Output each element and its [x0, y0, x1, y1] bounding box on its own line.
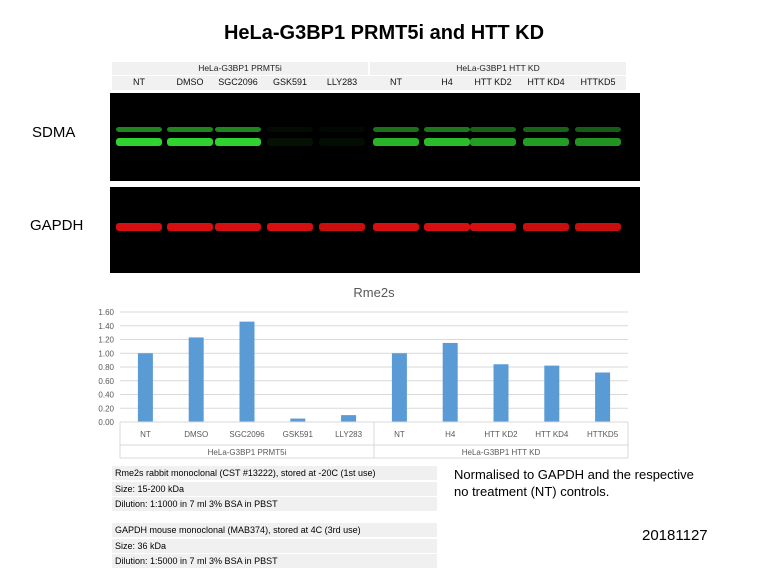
x-group-label: HeLa-G3BP1 PRMT5i [208, 448, 287, 457]
y-tick-label: 0.00 [98, 418, 114, 427]
y-tick-label: 1.40 [98, 322, 114, 331]
blot-band [167, 223, 213, 231]
bar [442, 342, 458, 422]
antibody1-dilution: Dilution: 1:1000 in 7 ml 3% BSA in PBST [112, 497, 437, 511]
antibody2-size: Size: 36 kDa [112, 539, 437, 553]
normalisation-note-line1: Normalised to GAPDH and the respective [454, 467, 694, 482]
y-tick-label: 0.40 [98, 391, 114, 400]
blot-band [215, 223, 261, 231]
sdma-blot [110, 93, 640, 181]
blot-band [470, 138, 516, 146]
blot-band [523, 138, 569, 146]
blot-band [167, 127, 213, 132]
antibody2-dilution: Dilution: 1:5000 in 7 ml 3% BSA in PBST [112, 554, 437, 568]
antibody1-size: Size: 15-200 kDa [112, 482, 437, 496]
x-tick-label: HTT KD2 [484, 430, 518, 439]
bar [391, 353, 407, 422]
lane-label-strip [112, 76, 626, 90]
lane-label: HTT KD2 [474, 77, 512, 87]
blot-band [116, 127, 162, 132]
bar [595, 372, 611, 422]
lane-label: DMSO [176, 77, 204, 87]
row-label-sdma: SDMA [32, 124, 76, 141]
x-tick-label: SGC2096 [229, 430, 265, 439]
x-tick-label: DMSO [184, 430, 208, 439]
x-group-label: HeLa-G3BP1 HTT KD [462, 448, 541, 457]
x-tick-label: NT [140, 430, 151, 439]
y-tick-label: 0.80 [98, 363, 114, 372]
chart-title: Rme2s [353, 285, 395, 300]
blot-band [523, 223, 569, 231]
x-tick-label: LLY283 [335, 430, 363, 439]
normalisation-note-line2: no treatment (NT) controls. [454, 484, 610, 499]
bar [290, 418, 306, 422]
slide-title: HeLa-G3BP1 PRMT5i and HTT KD [223, 22, 545, 44]
blot-band [424, 138, 470, 146]
lane-label: H4 [441, 77, 453, 87]
blot-group-label-httkd: HeLa-G3BP1 HTT KD [370, 62, 626, 75]
blot-band [116, 138, 162, 146]
blot-band [373, 127, 419, 132]
blot-band [116, 223, 162, 231]
normalisation-note: Normalised to GAPDH and the respective n… [454, 466, 694, 500]
bar [188, 337, 204, 422]
blot-band [470, 127, 516, 132]
blot-band [319, 223, 365, 231]
blot-band [575, 138, 621, 146]
blot-band [215, 127, 261, 132]
sdma-blot-image [116, 127, 621, 146]
lane-label: GSK591 [272, 77, 308, 87]
lane-label: HTTKD5 [580, 77, 616, 87]
blot-band [373, 138, 419, 146]
blot-band [267, 138, 313, 146]
x-tick-label: H4 [445, 430, 456, 439]
blot-band [319, 127, 365, 132]
blot-group-label-prmt5i: HeLa-G3BP1 PRMT5i [112, 62, 368, 75]
blot-band [167, 138, 213, 146]
lane-label: NT [133, 77, 145, 87]
x-tick-label: NT [394, 430, 405, 439]
antibody1-name: Rme2s rabbit monoclonal (CST #13222), st… [112, 466, 437, 480]
date-stamp: 20181127 [642, 527, 708, 544]
blot-band [373, 223, 419, 231]
y-tick-label: 1.20 [98, 336, 114, 345]
bar [493, 364, 509, 422]
blot-band [319, 138, 365, 146]
row-label-gapdh: GAPDH [30, 217, 84, 234]
blot-band [424, 223, 470, 231]
lane-label: SGC2096 [218, 77, 258, 87]
blot-band [523, 127, 569, 132]
blot-band [267, 127, 313, 132]
blot-band [424, 127, 470, 132]
bar [137, 353, 153, 422]
gapdh-blot-image [116, 223, 621, 231]
lane-label: LLY283 [326, 77, 358, 87]
blot-band [575, 223, 621, 231]
blot-band [267, 223, 313, 231]
lane-label: HTT KD4 [527, 77, 565, 87]
x-tick-label: GSK591 [283, 430, 314, 439]
bar [239, 321, 255, 422]
bar [341, 415, 357, 422]
x-tick-label: HTT KD4 [535, 430, 569, 439]
bar [544, 365, 560, 422]
y-tick-label: 0.60 [98, 377, 114, 386]
blot-band [470, 223, 516, 231]
blot-band [575, 127, 621, 132]
blot-band [215, 138, 261, 146]
lane-label: NT [390, 77, 402, 87]
y-tick-label: 1.00 [98, 349, 114, 358]
gapdh-blot [110, 187, 640, 273]
antibody2-name: GAPDH mouse monoclonal (MAB374), stored … [112, 523, 437, 537]
y-tick-label: 0.20 [98, 404, 114, 413]
y-tick-label: 1.60 [98, 308, 114, 317]
x-tick-label: HTTKD5 [587, 430, 619, 439]
